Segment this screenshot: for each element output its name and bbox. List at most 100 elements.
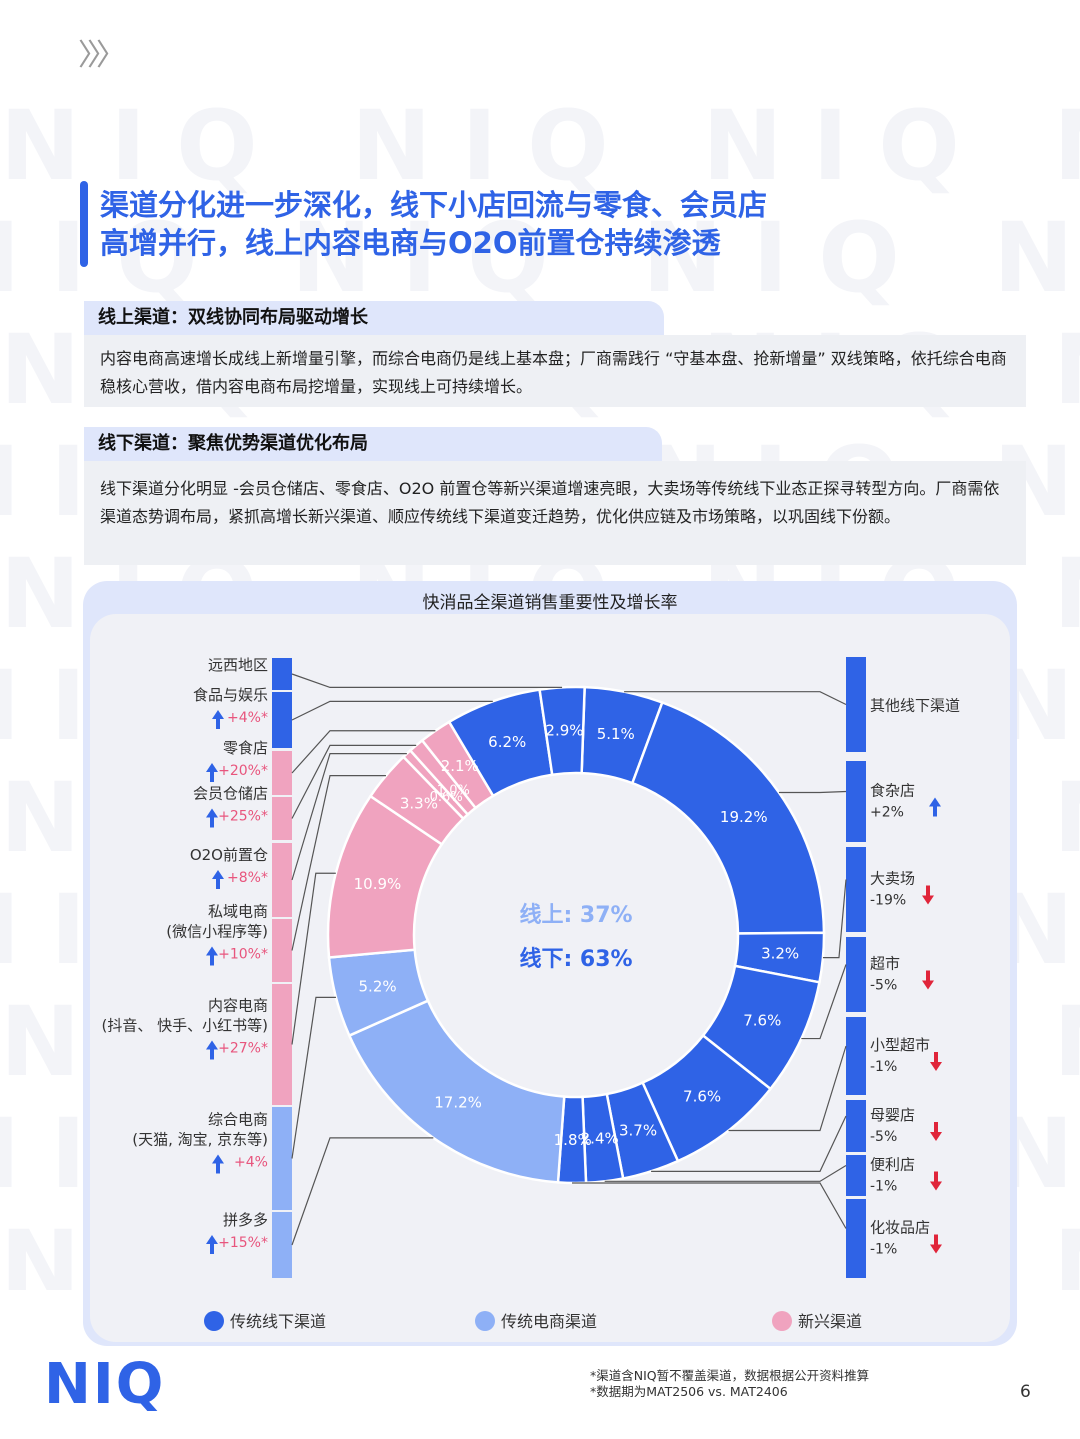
slice-value-label: 3.3% — [400, 794, 438, 812]
growth-down-arrow-icon — [930, 1234, 942, 1254]
right-channel-name: 化妆品店 — [870, 1219, 930, 1237]
left-channel-subname: (抖音、 快手、小红书等) — [102, 1017, 268, 1035]
leader-line — [291, 775, 386, 951]
leader-line — [728, 1045, 847, 1132]
legend-label: 传统线下渠道 — [230, 1312, 326, 1331]
leader-line — [291, 1137, 434, 1246]
left-channel-growth: +8%* — [227, 870, 268, 886]
leader-line — [291, 700, 493, 721]
left-channel-bar — [272, 751, 292, 795]
donut-slice — [347, 999, 566, 1184]
leader-line — [291, 753, 407, 881]
left-channel-name: 食品与娱乐 — [193, 686, 268, 704]
leader-line — [291, 673, 563, 688]
section-body-offline: 线下渠道分化明显 -会员仓储店、零食店、O2O 前置仓等新兴渠道增速亮眼，大卖场… — [84, 461, 1026, 565]
right-channel-name: 大卖场 — [870, 870, 915, 888]
left-channel-bar — [272, 1212, 292, 1278]
left-channel-subname: (天猫, 淘宝, 京东等) — [132, 1131, 268, 1149]
footnotes: *渠道含NIQ暂不覆盖渠道，数据根据公开资料推算 *数据期为MAT2506 vs… — [590, 1368, 869, 1400]
right-channel-name: 超市 — [870, 955, 900, 973]
growth-down-arrow-icon — [930, 1052, 942, 1071]
legend-swatch — [475, 1311, 495, 1331]
left-channel-bar — [272, 843, 292, 917]
footnote-2: *数据期为MAT2506 vs. MAT2406 — [590, 1384, 788, 1399]
left-channel-growth: +15%* — [218, 1235, 268, 1251]
legend-swatch — [204, 1311, 224, 1331]
left-channel-subname: (微信小程序等) — [166, 923, 268, 941]
page-title: 渠道分化进一步深化，线下小店回流与零食、会员店 高增并行，线上内容电商与O2O前… — [100, 186, 767, 262]
left-channel-growth: +10%* — [218, 947, 268, 963]
right-channel-bar — [846, 1199, 866, 1278]
growth-up-arrow-icon — [206, 1040, 218, 1060]
leader-line — [291, 872, 336, 1045]
right-channel-bar — [846, 657, 866, 752]
right-channel-growth: -1% — [870, 1179, 897, 1195]
leader-line — [291, 744, 417, 819]
right-channel-name: 小型超市 — [870, 1036, 930, 1054]
right-channel-growth: -19% — [870, 893, 906, 909]
right-channel-growth: +2% — [870, 805, 904, 821]
left-channel-bar — [272, 984, 292, 1105]
left-channel-growth: +25%* — [218, 809, 268, 825]
slice-value-label: 1.8% — [554, 1131, 592, 1149]
leader-line — [801, 964, 847, 1040]
section-body-online: 内容电商高速增长成线上新增量引擎，而综合电商仍是线上基本盘；厂商需践行 “守基本… — [84, 335, 1026, 407]
right-channel-bar — [846, 1155, 866, 1196]
slice-value-label: 7.6% — [683, 1088, 721, 1106]
right-channel-bar — [846, 761, 866, 842]
slice-value-label: 19.2% — [720, 808, 768, 826]
slice-value-label: 7.6% — [743, 1012, 781, 1030]
slice-value-label: 2.4% — [581, 1130, 619, 1148]
center-online-share: 线上: 37% — [519, 902, 632, 928]
niq-logo: NIQ — [44, 1352, 166, 1417]
page-title-line-1: 渠道分化进一步深化，线下小店回流与零食、会员店 — [100, 188, 768, 222]
growth-down-arrow-icon — [930, 1122, 942, 1141]
leader-line — [604, 1164, 847, 1182]
leader-line — [624, 691, 847, 706]
center-offline-share: 线下: 63% — [519, 946, 632, 972]
growth-up-arrow-icon — [929, 797, 941, 817]
slice-value-label: 17.2% — [434, 1094, 482, 1112]
page-title-line-2: 高增并行，线上内容电商与O2O前置仓持续渗透 — [100, 226, 721, 260]
growth-up-arrow-icon — [212, 1154, 224, 1174]
left-channel-name: 远西地区 — [208, 656, 268, 674]
growth-up-arrow-icon — [206, 763, 218, 782]
left-channel-name: O2O前置仓 — [190, 846, 268, 864]
legend-label: 传统电商渠道 — [501, 1312, 597, 1331]
footnote-1: *渠道含NIQ暂不覆盖渠道，数据根据公开资料推算 — [590, 1368, 870, 1383]
left-channel-name: 私域电商 — [208, 903, 268, 921]
left-channel-name: 会员仓储店 — [193, 785, 268, 803]
legend-label: 新兴渠道 — [798, 1312, 862, 1331]
right-channel-bar — [846, 1017, 866, 1095]
right-channel-name: 食杂店 — [870, 782, 915, 800]
leader-line — [572, 1182, 847, 1229]
left-channel-bar — [272, 1107, 292, 1210]
chevrons-icon: 〉〉〉 — [78, 38, 126, 73]
leader-line — [291, 996, 336, 1159]
leader-line — [291, 730, 436, 774]
slice-value-label: 0.6% — [430, 790, 463, 805]
leader-line — [778, 790, 847, 794]
growth-down-arrow-icon — [930, 1171, 942, 1191]
left-channel-growth: +27%* — [218, 1041, 268, 1057]
right-channel-growth: -1% — [870, 1242, 897, 1258]
slice-value-label: 1.0% — [437, 783, 470, 798]
growth-up-arrow-icon — [212, 870, 224, 889]
left-channel-name: 零食店 — [223, 739, 268, 757]
growth-up-arrow-icon — [206, 1235, 218, 1254]
growth-up-arrow-icon — [206, 946, 218, 966]
right-channel-name: 母婴店 — [870, 1106, 915, 1124]
section-heading-online: 线上渠道：双线协同布局驱动增长 — [84, 301, 664, 335]
left-channel-bar — [272, 692, 292, 748]
slice-value-label: 5.1% — [597, 725, 635, 743]
left-channel-growth: +20%* — [218, 763, 268, 779]
left-channel-bar — [272, 658, 292, 690]
right-channel-bar — [846, 847, 866, 932]
leader-line — [651, 1115, 847, 1172]
slice-value-label: 3.2% — [761, 945, 799, 963]
page-number: 6 — [1020, 1382, 1031, 1402]
right-channel-bar — [846, 937, 866, 1012]
growth-up-arrow-icon — [206, 808, 218, 828]
slice-value-label: 2.9% — [545, 721, 583, 739]
